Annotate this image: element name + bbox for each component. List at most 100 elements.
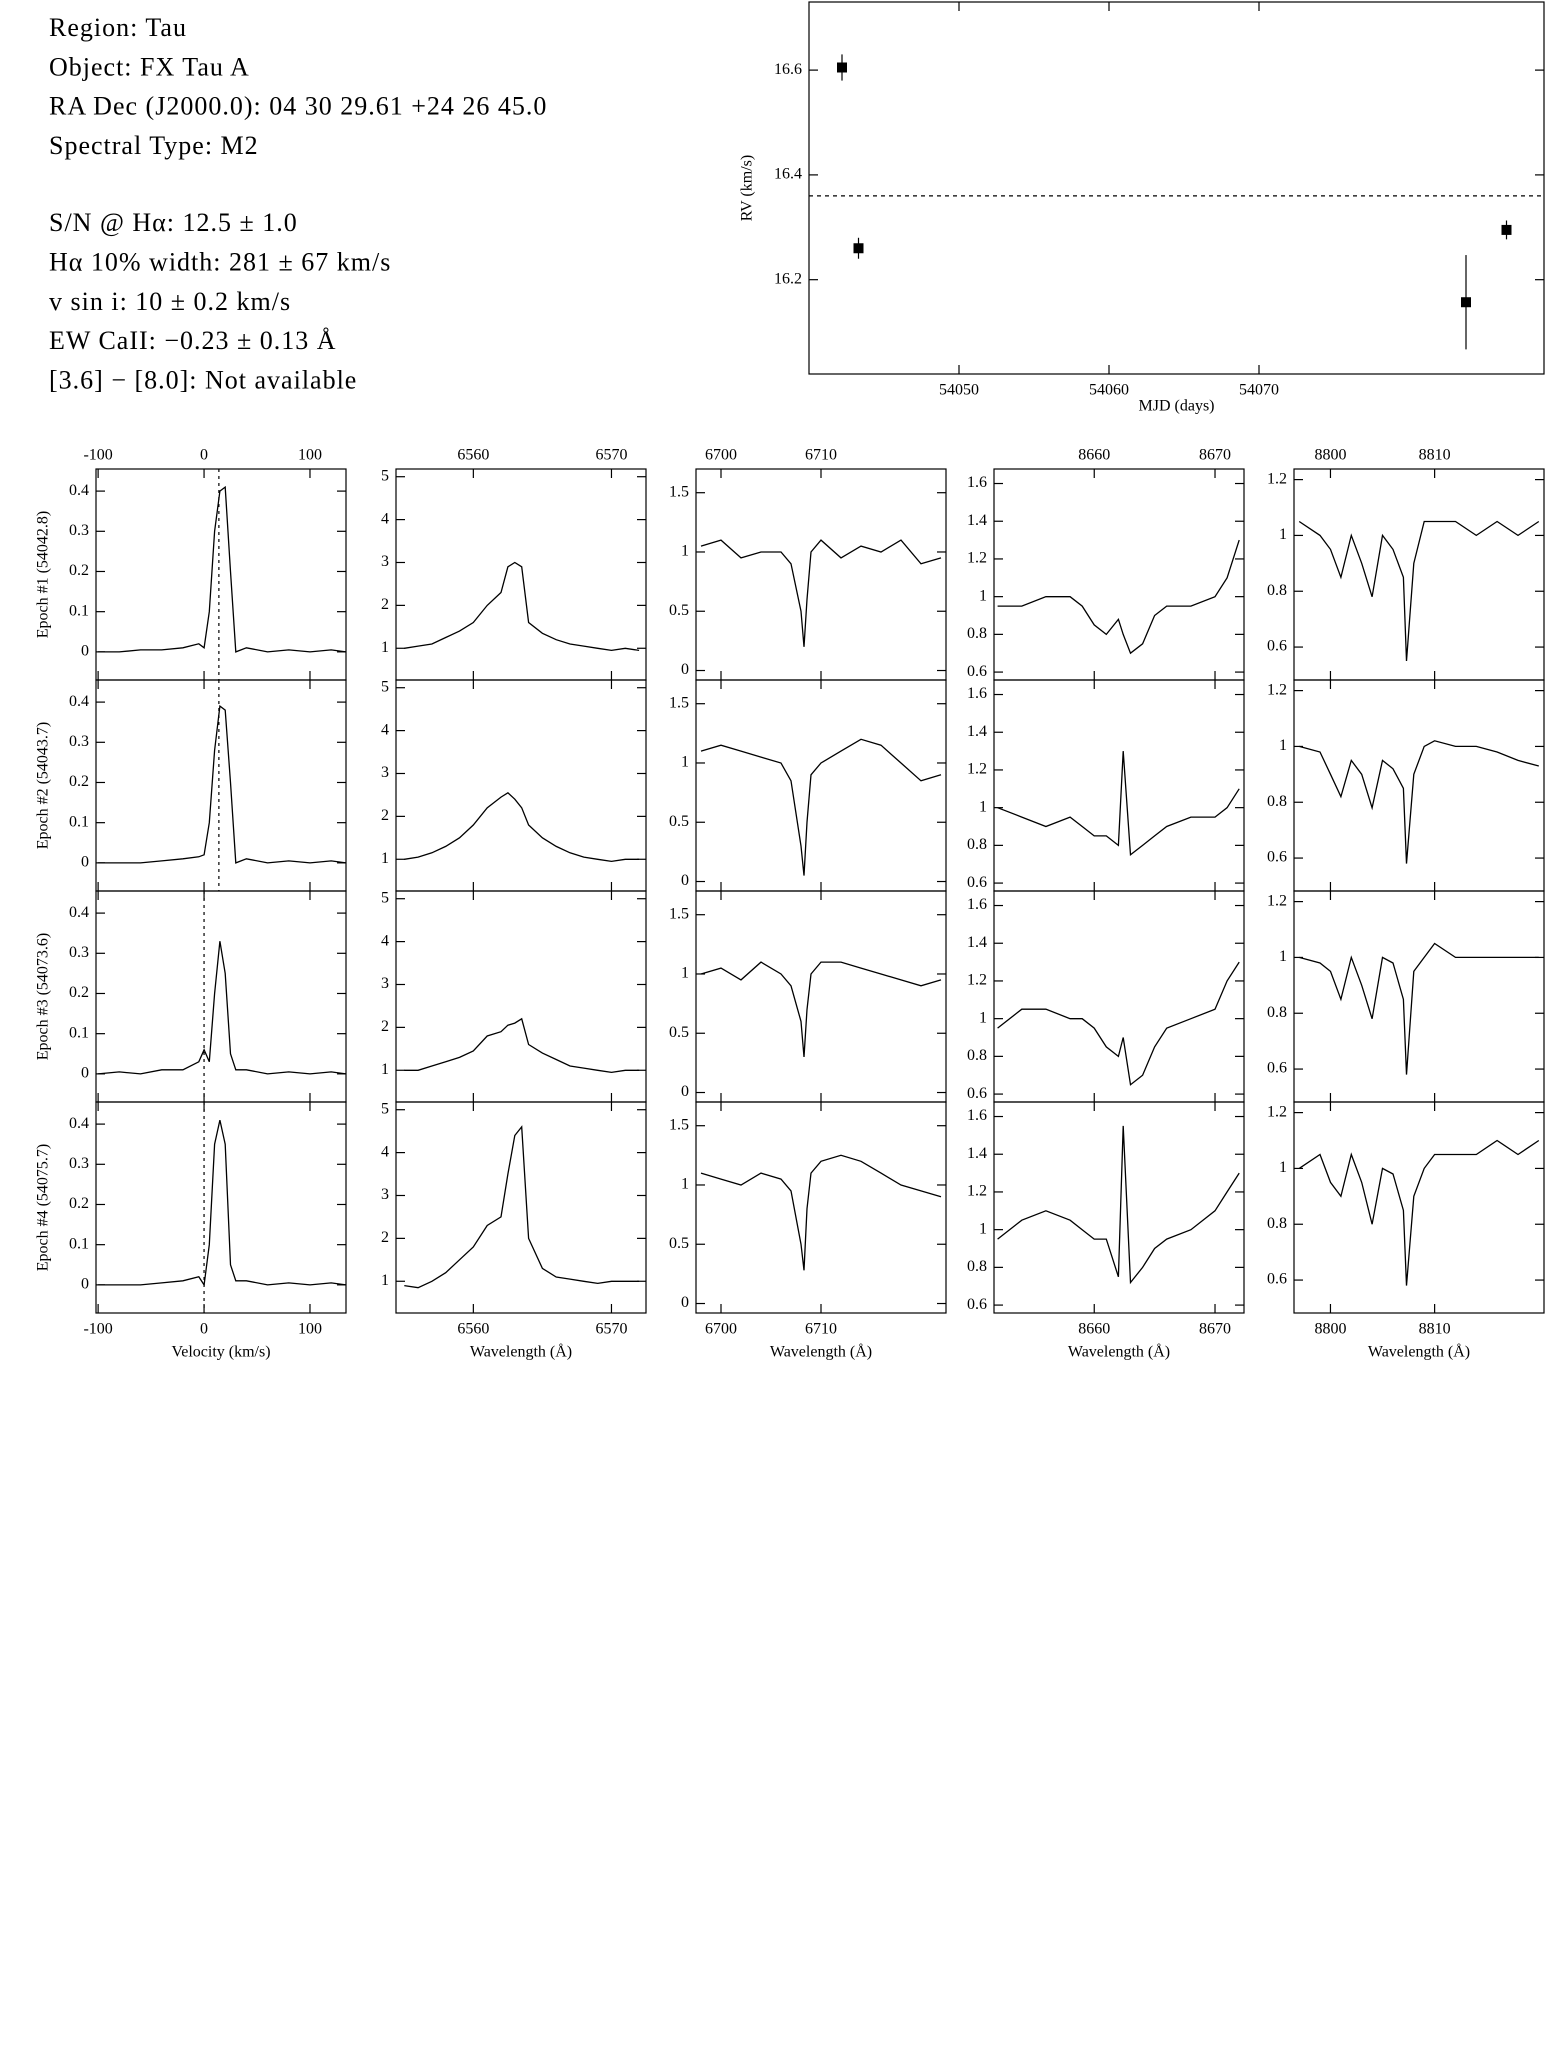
x-tick-label: 8810 (1419, 447, 1451, 464)
y-tick-label: 0.6 (1267, 638, 1287, 655)
y-tick-label: 0.8 (967, 836, 987, 853)
plot-frame (695, 1101, 947, 1314)
y-tick-label: 1.6 (967, 474, 987, 491)
y-tick-label: 1 (681, 754, 689, 771)
point (837, 62, 847, 73)
y-tick-label: 0.3 (69, 944, 89, 961)
y-tick-label: 5 (381, 1100, 389, 1117)
y-tick-label: 1 (381, 639, 389, 656)
y-tick-label: 1.5 (669, 905, 689, 922)
y-tick-label: 1 (381, 850, 389, 867)
spectrum-line (997, 751, 1240, 857)
y-axis-label: Epoch #3 (54073.6) (35, 933, 52, 1061)
point (1501, 224, 1512, 235)
plot-frame (1293, 890, 1545, 1103)
x-tick-label: 6700 (705, 1321, 737, 1338)
y-axis-label: RV (km/s) (739, 155, 756, 221)
plot-frame (808, 1, 1545, 375)
y-tick-label: 1.4 (967, 1145, 987, 1162)
y-tick-label: 2 (381, 1018, 389, 1035)
plot-frame (993, 890, 1245, 1103)
y-tick-label: 1.6 (967, 896, 987, 913)
y-tick-label: 0.8 (1267, 793, 1287, 810)
y-tick-label: 0.5 (669, 1235, 689, 1252)
y-tick-label: 4 (381, 932, 389, 949)
x-tick-label: 0 (200, 1321, 208, 1338)
y-tick-label: 0 (681, 661, 689, 678)
spectrum-line (700, 1154, 942, 1271)
y-tick-label: 0.3 (69, 733, 89, 750)
spectrum-line (404, 1017, 640, 1074)
x-tick-label: 6560 (457, 447, 489, 464)
y-tick-label: 1.5 (669, 483, 689, 500)
plot-frame (95, 679, 347, 892)
x-tick-label: 6700 (705, 447, 737, 464)
y-tick-label: 1 (1279, 737, 1287, 754)
y-tick-label: 1.2 (967, 1183, 987, 1200)
x-tick-label: 54070 (1239, 382, 1279, 399)
plot-frame (1293, 1101, 1545, 1314)
spectrum-line (1298, 1139, 1540, 1286)
y-tick-label: 1 (681, 543, 689, 560)
header-line: EW CaII: −0.23 ± 0.13 Å (49, 326, 337, 355)
point (1461, 297, 1471, 308)
header-line: Spectral Type: M2 (49, 131, 259, 160)
spectrum-line (997, 961, 1240, 1086)
spectrum-line (1299, 740, 1539, 864)
y-tick-label: 1.4 (967, 723, 987, 740)
y-tick-label: 0.8 (1267, 1215, 1287, 1232)
x-axis-label: Wavelength (Å) (770, 1343, 872, 1361)
y-axis-label: Epoch #4 (54075.7) (35, 1144, 52, 1272)
plot-frame (695, 890, 947, 1103)
y-tick-label: 0.5 (669, 813, 689, 830)
y-tick-label: 1.6 (967, 1107, 987, 1124)
x-tick-label: 8660 (1078, 447, 1110, 464)
y-tick-label: 1 (681, 1176, 689, 1193)
y-tick-label: 0 (81, 1276, 89, 1293)
spectrum-line (997, 1125, 1240, 1285)
x-axis-label: Wavelength (Å) (1068, 1343, 1170, 1361)
y-tick-label: 1 (1279, 526, 1287, 543)
y-tick-label: 5 (381, 889, 389, 906)
y-tick-label: 5 (381, 467, 389, 484)
x-tick-label: -100 (83, 447, 112, 464)
y-tick-label: 0.4 (69, 482, 89, 499)
x-tick-label: 54060 (1089, 382, 1129, 399)
y-tick-label: 0.5 (669, 1024, 689, 1041)
header-line: Object: FX Tau A (49, 52, 250, 81)
plot-frame (95, 468, 347, 681)
y-tick-label: 4 (381, 1143, 389, 1160)
y-tick-label: 0.8 (967, 1047, 987, 1064)
x-tick-label: 8670 (1199, 447, 1231, 464)
x-tick-label: 8810 (1419, 1321, 1451, 1338)
plot-frame (993, 468, 1245, 681)
plot-frame (95, 890, 347, 1103)
plot-frame (95, 1101, 347, 1314)
x-tick-label: 6710 (805, 447, 837, 464)
y-tick-label: 1 (681, 965, 689, 982)
y-tick-label: 0.8 (967, 1258, 987, 1275)
x-tick-label: 6710 (805, 1321, 837, 1338)
y-tick-label: 0.6 (1267, 1271, 1287, 1288)
y-tick-label: 3 (381, 1186, 389, 1203)
plot-frame (395, 1101, 647, 1314)
y-tick-label: 0.8 (1267, 1004, 1287, 1021)
y-tick-label: 3 (381, 975, 389, 992)
y-tick-label: 1 (1279, 1159, 1287, 1176)
y-tick-label: 1.2 (967, 761, 987, 778)
y-tick-label: 4 (381, 721, 389, 738)
y-tick-label: 1.2 (1267, 1103, 1287, 1120)
plot-frame (695, 468, 947, 681)
x-tick-label: -100 (83, 1321, 112, 1338)
y-tick-label: 0.6 (1267, 1060, 1287, 1077)
x-tick-label: 6560 (457, 1321, 489, 1338)
y-tick-label: 1.2 (967, 972, 987, 989)
header-line: Region: Tau (49, 13, 187, 42)
spectrum-line (98, 941, 347, 1075)
spectrum-line (700, 961, 942, 1058)
plot-frame (395, 890, 647, 1103)
plot-frame (993, 1101, 1245, 1314)
y-tick-label: 5 (381, 678, 389, 695)
header-line: [3.6] − [8.0]: Not available (49, 365, 357, 394)
x-tick-label: 8800 (1314, 1321, 1346, 1338)
